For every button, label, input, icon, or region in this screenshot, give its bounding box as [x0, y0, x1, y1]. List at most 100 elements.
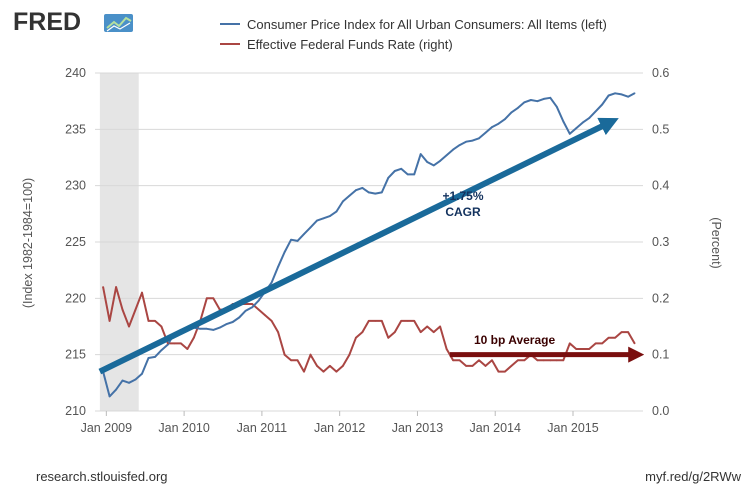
cagr-annotation-line2: CAGR [445, 205, 481, 219]
data-point-cpi [432, 164, 435, 167]
data-point-ffr [186, 348, 189, 350]
data-point-cpi [406, 173, 409, 176]
data-point-cpi [108, 395, 111, 398]
data-point-ffr [205, 297, 208, 300]
right-y-tick-label: 0.4 [652, 179, 669, 193]
left-y-tick-label: 220 [65, 291, 86, 305]
data-point-ffr [601, 342, 604, 345]
data-point-cpi [393, 170, 396, 172]
data-point-ffr [290, 359, 292, 362]
data-point-ffr [504, 370, 506, 373]
data-point-ffr [491, 359, 493, 362]
data-point-cpi [633, 92, 636, 95]
data-point-ffr [115, 286, 117, 288]
left-y-tick-label: 215 [65, 348, 86, 362]
data-point-cpi [413, 173, 416, 176]
data-point-cpi [445, 154, 448, 157]
data-point-ffr [484, 365, 487, 367]
average-annotation: 10 bp Average [474, 333, 555, 347]
data-point-cpi [128, 381, 130, 384]
data-point-ffr [141, 291, 143, 294]
data-point-cpi [504, 118, 506, 121]
data-point-cpi [497, 122, 500, 125]
data-point-ffr [296, 359, 299, 362]
data-point-cpi [257, 299, 260, 302]
right-y-tick-label: 0.5 [652, 122, 669, 136]
data-point-ffr [510, 365, 513, 367]
data-point-ffr [400, 319, 403, 322]
data-point-cpi [238, 316, 241, 319]
data-point-ffr [108, 319, 111, 322]
data-point-cpi [529, 99, 532, 101]
data-point-cpi [290, 238, 292, 241]
data-point-ffr [555, 359, 558, 362]
data-point-cpi [484, 131, 487, 134]
data-point-ffr [102, 286, 105, 288]
data-point-ffr [439, 325, 442, 328]
data-point-ffr [594, 342, 597, 345]
data-point-cpi [283, 251, 286, 254]
data-point-cpi [510, 111, 513, 114]
data-point-cpi [361, 187, 364, 189]
x-tick-label: Jan 2011 [237, 421, 288, 435]
data-point-ffr [316, 365, 318, 367]
left-y-tick-label: 210 [65, 404, 86, 418]
data-point-cpi [270, 281, 273, 284]
data-point-ffr [322, 370, 325, 373]
series-points-ffr [102, 286, 636, 373]
data-point-ffr [419, 331, 422, 334]
data-point-cpi [575, 127, 578, 130]
x-tick-label: Jan 2013 [392, 421, 443, 435]
data-point-ffr [329, 365, 331, 367]
data-point-ffr [309, 353, 312, 356]
data-point-ffr [212, 297, 215, 300]
data-point-ffr [257, 308, 260, 311]
data-point-cpi [439, 159, 442, 162]
data-point-ffr [517, 359, 519, 362]
data-point-cpi [471, 139, 474, 142]
left-y-tick-label: 230 [65, 179, 86, 193]
right-axis-title: (Percent) [709, 217, 723, 268]
right-y-tick-label: 0.3 [652, 235, 669, 249]
data-point-cpi [322, 217, 325, 220]
source-left[interactable]: research.stlouisfed.org [36, 469, 168, 484]
right-y-tick-label: 0.6 [652, 66, 669, 80]
data-point-ffr [478, 359, 480, 362]
left-y-tick-label: 225 [65, 235, 86, 249]
data-point-cpi [134, 378, 137, 381]
legend-entry-ffr: Effective Federal Funds Rate (right) [247, 37, 453, 52]
data-point-cpi [614, 92, 617, 95]
data-point-cpi [607, 94, 610, 97]
data-point-ffr [147, 319, 150, 322]
data-point-cpi [160, 349, 163, 352]
data-point-ffr [523, 359, 526, 362]
data-point-cpi [335, 210, 338, 213]
data-point-cpi [523, 101, 526, 104]
data-point-ffr [283, 353, 286, 356]
legend-entry-cpi: Consumer Price Index for All Urban Consu… [247, 17, 607, 32]
source-right[interactable]: myf.red/g/2RWw [645, 469, 741, 484]
data-point-cpi [296, 239, 299, 242]
right-y-tick-label: 0.1 [652, 348, 669, 362]
data-point-cpi [387, 176, 390, 179]
data-point-ffr [367, 319, 370, 322]
left-y-axis-ticks: 210 215 220 225 230 235 240 [65, 66, 86, 418]
data-point-ffr [134, 308, 137, 311]
data-point-cpi [465, 140, 467, 143]
data-point-ffr [167, 342, 169, 345]
data-point-cpi [147, 357, 150, 359]
data-point-cpi [354, 189, 357, 192]
data-point-ffr [497, 370, 500, 373]
x-tick-label: Jan 2012 [314, 421, 365, 435]
data-point-ffr [549, 359, 552, 362]
data-point-cpi [601, 103, 604, 106]
data-point-ffr [342, 365, 344, 367]
data-point-ffr [562, 359, 565, 362]
data-point-ffr [620, 331, 623, 334]
data-point-ffr [581, 348, 584, 350]
data-point-cpi [231, 321, 234, 323]
data-point-cpi [555, 105, 558, 108]
data-point-cpi [478, 137, 480, 140]
data-point-ffr [536, 359, 539, 362]
